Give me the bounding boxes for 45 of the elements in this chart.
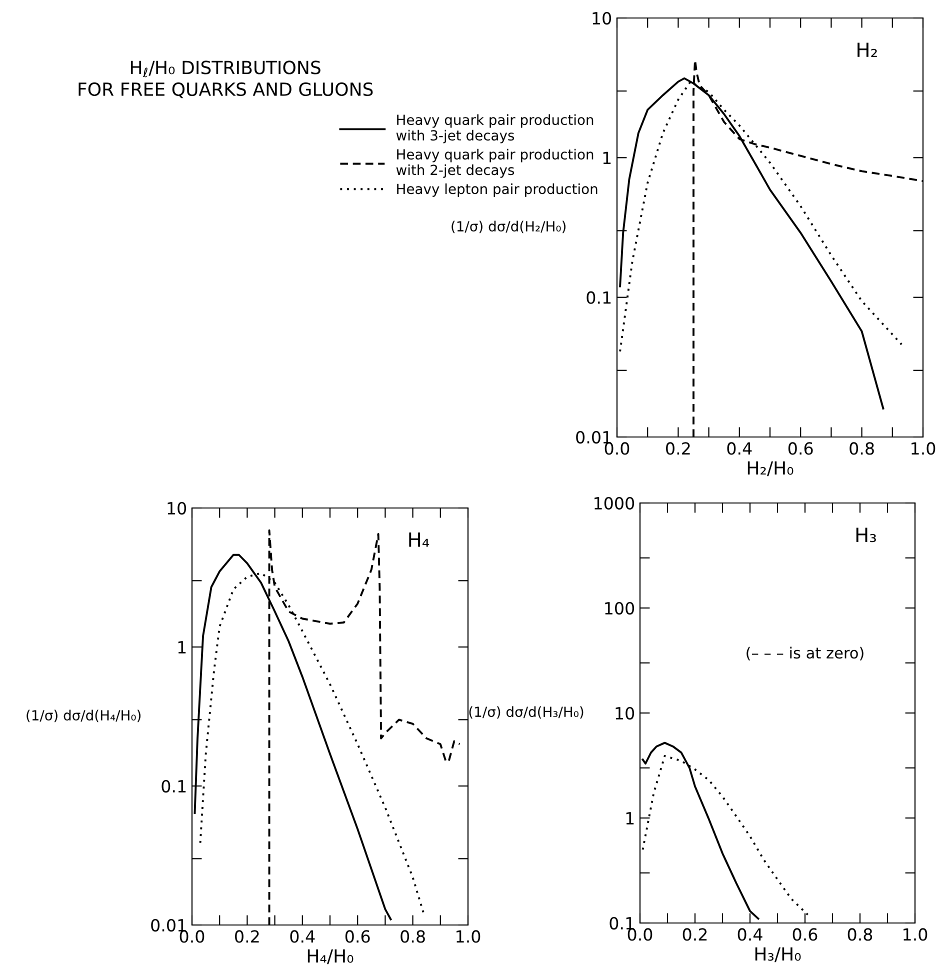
y-tick-label: 0.01 xyxy=(151,918,186,932)
x-tick-label: 0.6 xyxy=(788,442,813,455)
x-tick-label: 0.8 xyxy=(848,928,872,941)
chart-title: H$_{ℓ}$/H₀ DISTRIBUTIONS FOR FREE QUARKS AND GLUONS xyxy=(78,60,373,98)
x-tick-label: 0.4 xyxy=(290,930,315,943)
annotation: H₄ xyxy=(409,532,430,547)
x-tick-label: 0.0 xyxy=(180,930,204,943)
x-tick-label: 0.2 xyxy=(682,928,707,941)
y-axis-title: (1/σ) dσ/d(H₂/H₀) xyxy=(452,220,566,234)
x-tick-label: 0.8 xyxy=(400,930,425,943)
y-tick-label: 10 xyxy=(616,706,634,720)
y-tick-label: 10 xyxy=(168,502,186,515)
y-tick-label: 0.1 xyxy=(610,916,634,930)
y-tick-label: 10 xyxy=(592,12,612,25)
x-tick-label: 0.4 xyxy=(727,442,752,455)
x-tick-label: 0.2 xyxy=(235,930,259,943)
y-axis-title: (1/σ) dσ/d(H₄/H₀) xyxy=(26,710,140,722)
y-tick-label: 0.1 xyxy=(586,291,611,304)
x-tick-label: 0.0 xyxy=(604,442,630,455)
x-tick-label: 0.0 xyxy=(628,928,652,941)
x-tick-label: 0.6 xyxy=(345,930,370,943)
x-tick-label: 1.0 xyxy=(456,930,480,943)
y-tick-label: 0.01 xyxy=(576,430,611,444)
x-tick-label: 1.0 xyxy=(912,442,936,455)
x-axis-title: H₄/H₀ xyxy=(308,949,354,964)
annotation: H₃ xyxy=(856,528,876,542)
y-tick-label: 1 xyxy=(626,812,634,824)
legend-label: Heavy lepton pair production xyxy=(397,183,598,197)
x-axis-title: H₂/H₀ xyxy=(748,461,794,476)
x-tick-label: 0.6 xyxy=(792,928,818,941)
legend-label: Heavy quark pair production with 2-jet decays xyxy=(396,148,594,178)
y-tick-label: 0.1 xyxy=(162,780,186,793)
annotation: H₂ xyxy=(858,42,877,57)
x-tick-label: 1.0 xyxy=(904,928,928,941)
y-tick-label: 1 xyxy=(178,641,186,654)
x-tick-label: 0.2 xyxy=(666,442,690,455)
y-axis-title: (1/σ) dσ/d(H₃/H₀) xyxy=(469,706,584,719)
x-tick-label: 0.8 xyxy=(850,442,874,455)
y-tick-label: 1 xyxy=(603,152,611,164)
y-tick-label: 100 xyxy=(605,602,634,615)
x-axis-title: H₃/H₀ xyxy=(755,947,801,962)
annotation: (– – – is at zero) xyxy=(746,646,864,660)
x-tick-label: 0.4 xyxy=(738,928,762,941)
y-tick-label: 1000 xyxy=(594,496,634,510)
legend-label: Heavy quark pair production with 3-jet decays xyxy=(396,114,594,144)
